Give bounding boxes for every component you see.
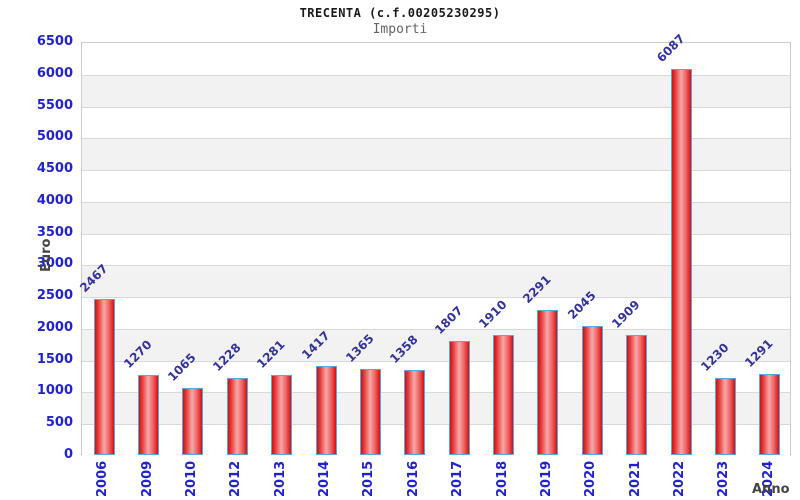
bar-2012 <box>227 378 248 455</box>
x-axis-title: Anno <box>752 482 790 497</box>
x-tick-label: 2009 <box>140 460 155 497</box>
x-tick-label: 2010 <box>184 460 199 497</box>
bar-2015 <box>360 369 381 455</box>
grid-line <box>82 329 790 330</box>
grid-line <box>82 75 790 76</box>
y-tick-label: 5000 <box>36 129 73 145</box>
bar-2024 <box>759 374 780 455</box>
y-tick-label: 3500 <box>36 224 73 240</box>
y-tick-label: 5500 <box>36 97 73 113</box>
x-tick-label: 2006 <box>95 460 110 497</box>
chart-title: TRECENTA (c.f.00205230295) <box>299 6 501 20</box>
grid-line <box>82 392 790 393</box>
bar-2018 <box>493 335 514 455</box>
bar-2019 <box>537 310 558 455</box>
y-tick-label: 6000 <box>36 65 73 81</box>
bar-2013 <box>271 375 292 455</box>
y-tick-label: 6500 <box>36 34 73 49</box>
x-tick-label: 2012 <box>228 460 243 497</box>
bar-2016 <box>404 370 425 455</box>
grid-line <box>82 107 790 108</box>
x-tick-label: 2019 <box>539 460 554 497</box>
x-tick-label: 2018 <box>495 460 510 497</box>
x-tick-label: 2020 <box>583 460 598 497</box>
x-tick-label: 2014 <box>317 460 332 497</box>
y-tick-label: 4000 <box>36 192 73 208</box>
chart-subtitle: Importi <box>372 22 428 37</box>
bar-2022 <box>671 69 692 455</box>
bar-2014 <box>316 366 337 455</box>
y-tick-label: 1000 <box>36 383 73 399</box>
grid-line <box>82 265 790 266</box>
bar-2023 <box>715 378 736 455</box>
y-tick-label: 4500 <box>36 161 73 177</box>
bar-2010 <box>182 388 203 455</box>
grid-line <box>82 297 790 298</box>
grid-line <box>82 361 790 362</box>
grid-line <box>82 234 790 235</box>
bar-2009 <box>138 375 159 455</box>
x-tick-label: 2017 <box>450 460 465 497</box>
x-tick-label: 2016 <box>406 460 421 497</box>
x-tick-label: 2021 <box>628 460 643 497</box>
x-tick-label: 2023 <box>716 460 731 497</box>
y-tick-label: 1500 <box>36 351 73 367</box>
grid-line <box>82 138 790 139</box>
bar-2017 <box>449 341 470 455</box>
bar-2020 <box>582 326 603 455</box>
bar-2021 <box>626 335 647 455</box>
bar-2006 <box>94 299 115 455</box>
grid-line <box>82 202 790 203</box>
grid-line <box>82 170 790 171</box>
y-tick-label: 2500 <box>36 288 73 304</box>
x-tick-label: 2015 <box>361 460 376 497</box>
x-tick-label: 2013 <box>273 460 288 497</box>
y-tick-label: 3000 <box>36 256 73 272</box>
y-tick-label: 500 <box>45 415 73 431</box>
grid-line <box>82 424 790 425</box>
y-tick-label: 0 <box>63 447 73 462</box>
y-tick-label: 2000 <box>36 319 73 335</box>
plot-area <box>81 42 791 456</box>
x-tick-label: 2022 <box>672 460 687 497</box>
y-axis-title: Euro <box>39 238 54 272</box>
